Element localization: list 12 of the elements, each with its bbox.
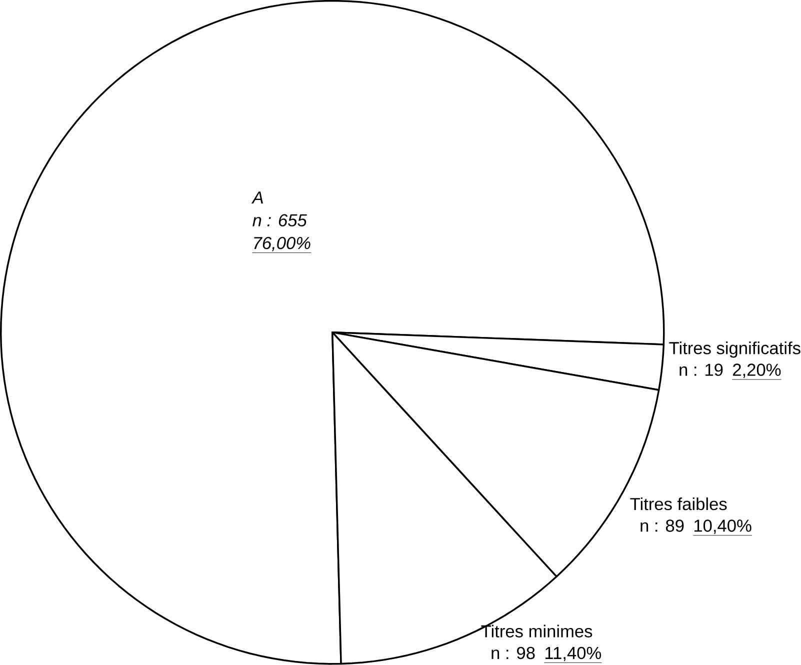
text: n : 98	[492, 646, 535, 660]
text: n : 655	[252, 214, 307, 226]
data-label: 76,00%	[254, 236, 310, 252]
slice-label: Titres minimes	[481, 624, 592, 638]
text: n : 89	[640, 520, 684, 532]
slice-label: Titres significatifs	[669, 341, 800, 358]
data-label: 11,40%	[545, 646, 602, 662]
slice-label: Titres faibles	[630, 497, 727, 510]
slice-label: A	[251, 192, 263, 204]
data-label: 10,40%	[694, 520, 752, 534]
text: n : 19	[680, 364, 723, 376]
data-label: 2,20%	[733, 364, 781, 378]
